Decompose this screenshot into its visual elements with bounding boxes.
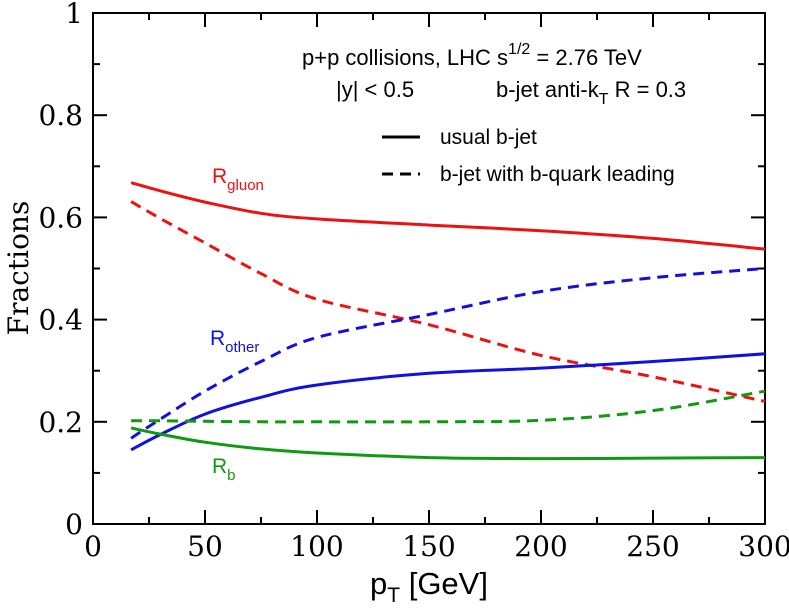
y-tick-label-5: 1 bbox=[65, 0, 83, 30]
series-b-dashed-line bbox=[131, 389, 766, 424]
y-tick-label-3: 0.6 bbox=[38, 201, 83, 234]
legend: usual b-jet b-jet with b-quark leading bbox=[382, 126, 675, 186]
series-gluon-solid-line bbox=[130, 181, 766, 251]
x-ticks: 0 50 100 150 200 250 300 bbox=[84, 13, 789, 563]
y-axis-title: Fractions bbox=[2, 201, 35, 336]
curves bbox=[130, 181, 766, 461]
legend-label-usual: usual b-jet bbox=[440, 126, 537, 149]
series-other-dashed-line bbox=[130, 267, 766, 440]
series-label-other: Rother bbox=[210, 327, 259, 356]
x-tick-label-1: 50 bbox=[187, 530, 223, 563]
x-tick-label-5: 250 bbox=[626, 530, 679, 563]
series-label-b: Rb bbox=[212, 455, 236, 484]
series-label-gluon: Rgluon bbox=[212, 165, 264, 194]
x-tick-label-0: 0 bbox=[84, 530, 102, 563]
x-tick-label-2: 100 bbox=[290, 530, 343, 563]
series-gluon-dashed-line bbox=[130, 200, 766, 403]
y-ticks: 0 0.2 0.4 0.6 0.8 1 bbox=[38, 0, 765, 541]
annotation-rapidity: |y| < 0.5 bbox=[336, 77, 414, 102]
series-other-solid-line bbox=[130, 352, 766, 452]
annotation-collisions: p+p collisions, LHC s1/2 = 2.76 TeV bbox=[302, 41, 642, 70]
y-tick-label-0: 0 bbox=[65, 508, 83, 541]
y-tick-label-1: 0.2 bbox=[38, 406, 83, 439]
x-tick-label-3: 150 bbox=[402, 530, 455, 563]
legend-label-leading: b-jet with b-quark leading bbox=[440, 163, 675, 186]
x-tick-label-4: 200 bbox=[514, 530, 567, 563]
x-tick-label-6: 300 bbox=[738, 530, 789, 563]
x-axis-title: pT [GeV] bbox=[370, 566, 488, 607]
y-tick-label-4: 0.8 bbox=[38, 99, 83, 132]
series-b-solid-line bbox=[130, 426, 766, 461]
y-tick-label-2: 0.4 bbox=[38, 304, 83, 337]
annotation-jet-algo: b-jet anti-kT R = 0.3 bbox=[496, 77, 686, 108]
